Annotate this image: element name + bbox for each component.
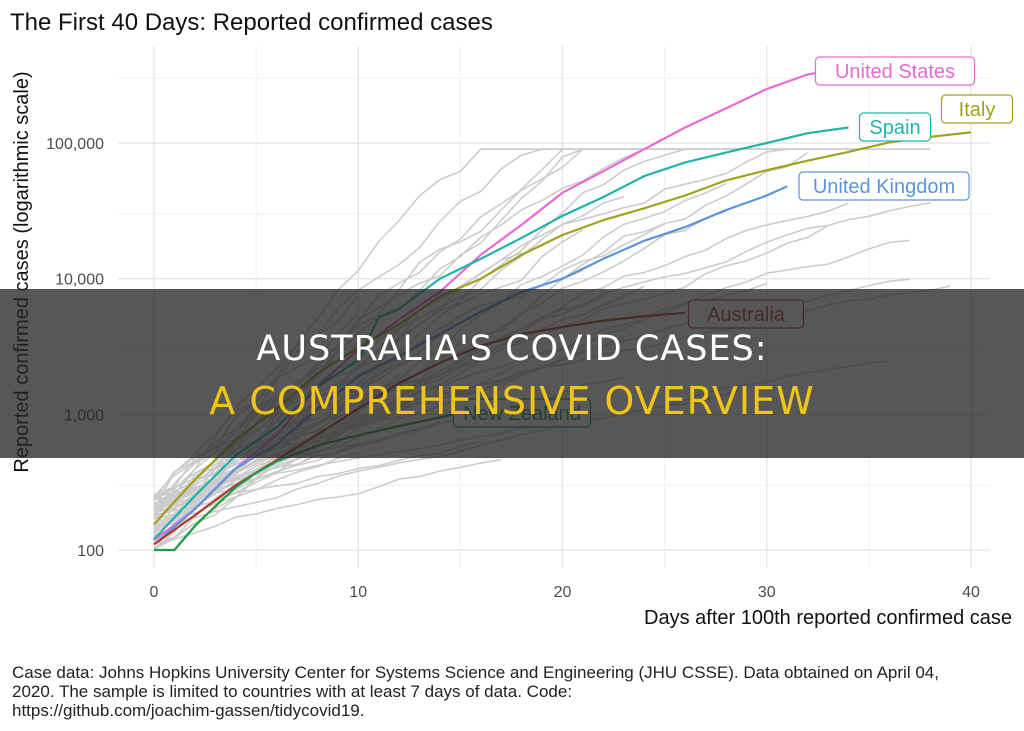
series-label-box-italy (940, 94, 1014, 124)
series-label-box-united-kingdom (798, 171, 970, 201)
background-country-line (153, 458, 502, 549)
chart-title: The First 40 Days: Reported confirmed ca… (10, 9, 493, 36)
series-label-box-spain (858, 112, 932, 142)
x-tick-label: 0 (150, 584, 159, 601)
caption-line-3: https://github.com/joachim-gassen/tidyco… (12, 701, 365, 720)
x-tick-label: 20 (554, 584, 572, 601)
x-tick-label: 30 (758, 584, 776, 601)
series-label-italy: Italy (959, 99, 996, 121)
series-label-spain: Spain (869, 117, 920, 139)
y-tick-label: 100 (77, 543, 104, 560)
series-label-united-kingdom: United Kingdom (813, 176, 955, 198)
x-axis-label: Days after 100th reported confirmed case (644, 607, 1012, 629)
y-tick-label: 100,000 (46, 136, 104, 153)
x-tick-label: 10 (349, 584, 367, 601)
y-tick-label: 10,000 (55, 272, 104, 289)
source-caption: Case data: Johns Hopkins University Cent… (12, 663, 1012, 720)
banner-headline: AUSTRALIA'S COVID CASES: (256, 329, 768, 369)
series-label-united-states: United States (835, 61, 955, 83)
caption-line-1: Case data: Johns Hopkins University Cent… (12, 663, 939, 682)
banner-subheadline: A COMPREHENSIVE OVERVIEW (209, 379, 815, 423)
x-tick-label: 40 (962, 584, 980, 601)
series-label-box-united-states (814, 56, 976, 86)
title-banner-overlay (0, 289, 1024, 458)
caption-line-2: 2020. The sample is limited to countries… (12, 682, 573, 701)
